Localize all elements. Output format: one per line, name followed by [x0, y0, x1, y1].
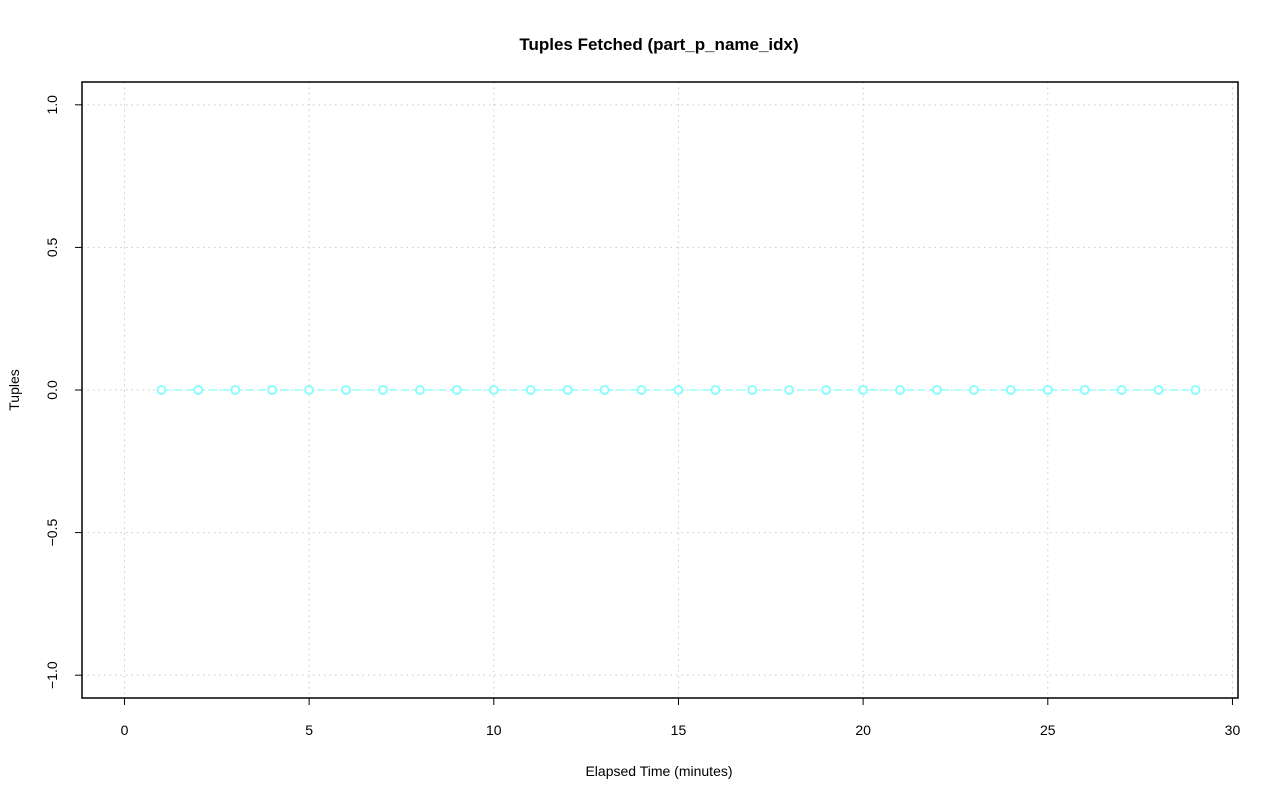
data-point [969, 385, 979, 395]
data-point [784, 385, 795, 395]
x-tick-label: 25 [1040, 722, 1056, 738]
data-point [488, 385, 499, 395]
y-tick-label: −1.0 [44, 661, 60, 689]
data-point [1116, 385, 1127, 395]
data-point [415, 385, 425, 395]
data-point [858, 385, 869, 395]
data-point [673, 385, 684, 395]
data-point [304, 385, 315, 395]
data-point [710, 385, 721, 395]
data-point [230, 385, 241, 395]
x-tick-label: 0 [121, 722, 129, 738]
data-point [747, 385, 758, 395]
data-point [451, 385, 462, 395]
y-tick-label: −0.5 [44, 519, 60, 547]
data-point [156, 385, 167, 395]
data-point [1079, 385, 1090, 395]
data-point [193, 385, 204, 395]
data-point [821, 385, 832, 395]
y-tick-label: 0.5 [44, 237, 60, 257]
data-point [1042, 385, 1053, 395]
x-tick-label: 30 [1225, 722, 1241, 738]
data-point [525, 385, 536, 395]
y-tick-label: 1.0 [44, 95, 60, 115]
data-point [267, 385, 278, 395]
data-point [378, 385, 388, 395]
y-axis-label: Tuples [6, 369, 22, 411]
y-axis: −1.0 −0.5 0.0 0.5 1.0 [44, 95, 82, 689]
series [156, 385, 1201, 395]
x-tick-label: 20 [855, 722, 871, 738]
x-axis-label: Elapsed Time (minutes) [585, 763, 732, 779]
y-tick-label: 0.0 [44, 380, 60, 400]
data-point [341, 385, 351, 395]
data-point [932, 385, 942, 395]
data-point [1153, 385, 1164, 395]
data-point [562, 385, 573, 395]
x-tick-label: 10 [486, 722, 502, 738]
data-point [895, 385, 905, 395]
data-point [636, 385, 647, 395]
chart-title: Tuples Fetched (part_p_name_idx) [519, 35, 798, 54]
x-tick-label: 15 [671, 722, 687, 738]
x-axis: 0 5 10 15 20 25 30 [121, 698, 1241, 738]
data-point [599, 385, 610, 395]
x-tick-label: 5 [305, 722, 313, 738]
data-point [1190, 385, 1201, 395]
data-point [1005, 385, 1016, 395]
